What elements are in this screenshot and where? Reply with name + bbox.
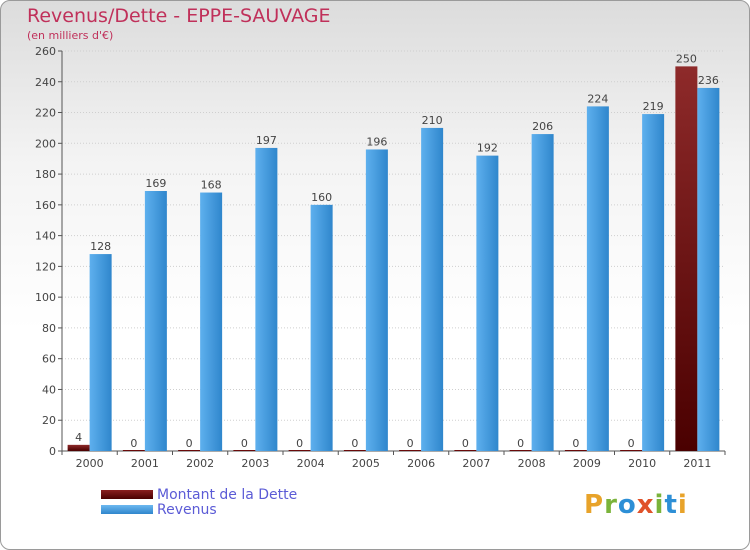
data-label-debt: 0 [462, 437, 469, 450]
bar-debt [67, 444, 90, 451]
y-tick-label: 60 [42, 353, 56, 366]
data-label-debt: 0 [186, 437, 193, 450]
data-label-revenue: 236 [698, 74, 719, 87]
legend-item-debt: Montant de la Dette [101, 486, 298, 503]
x-tick-label: 2006 [407, 457, 435, 470]
bar-debt [620, 450, 643, 451]
x-tick-label: 2000 [76, 457, 104, 470]
data-label-debt: 0 [241, 437, 248, 450]
y-tick-label: 220 [35, 107, 56, 120]
data-label-debt: 0 [407, 437, 414, 450]
bar-revenue [642, 114, 665, 452]
bar-debt [288, 450, 311, 451]
bar-debt [564, 450, 587, 451]
x-tick-label: 2008 [518, 457, 546, 470]
bar-debt [399, 450, 422, 451]
bar-debt [233, 450, 256, 451]
data-label-revenue: 192 [477, 142, 498, 155]
y-tick-label: 40 [42, 383, 56, 396]
y-tick-label: 200 [35, 137, 56, 150]
y-tick-label: 260 [35, 45, 56, 58]
legend-swatch-revenue [101, 505, 153, 514]
data-label-revenue: 196 [366, 135, 387, 148]
logo-letter: P [584, 490, 605, 520]
bar-revenue [255, 147, 278, 451]
bar-debt [454, 450, 477, 451]
logo-letter: r [604, 490, 618, 520]
bar-revenue [89, 254, 112, 451]
x-tick-label: 2007 [462, 457, 490, 470]
bar-revenue [200, 192, 223, 452]
y-tick-label: 180 [35, 168, 56, 181]
data-label-revenue: 197 [256, 134, 277, 147]
logo-letter: i [677, 490, 688, 520]
data-label-revenue: 224 [587, 92, 608, 105]
bar-revenue [531, 134, 554, 452]
x-tick-label: 2011 [683, 457, 711, 470]
bar-revenue [310, 204, 333, 451]
x-tick-label: 2009 [573, 457, 601, 470]
bar-revenue [144, 191, 167, 451]
data-label-revenue: 210 [422, 114, 443, 127]
x-tick-label: 2002 [186, 457, 214, 470]
data-label-revenue: 206 [532, 120, 553, 133]
logo-letter: o [617, 490, 637, 520]
logo-letter: x [636, 490, 655, 520]
data-label-debt: 0 [572, 437, 579, 450]
bar-revenue [365, 149, 388, 451]
bar-revenue [421, 127, 444, 451]
bar-debt [178, 450, 201, 451]
x-tick-label: 2005 [352, 457, 380, 470]
logo-letter: t [664, 490, 678, 520]
y-tick-label: 120 [35, 260, 56, 273]
bar-revenue [586, 106, 609, 451]
y-tick-label: 0 [49, 445, 56, 458]
y-tick-label: 100 [35, 291, 56, 304]
data-label-debt: 0 [517, 437, 524, 450]
chart-subtitle: (en milliers d'€) [27, 29, 114, 42]
legend-swatch-debt [101, 490, 153, 499]
data-label-revenue: 169 [145, 177, 166, 190]
data-label-debt: 0 [130, 437, 137, 450]
proxiti-logo: Proxiti [584, 490, 688, 520]
x-tick-label: 2001 [131, 457, 159, 470]
y-tick-label: 80 [42, 322, 56, 335]
x-tick-label: 2004 [297, 457, 325, 470]
legend-label-revenue: Revenus [157, 501, 217, 518]
y-tick-label: 140 [35, 230, 56, 243]
x-tick-label: 2003 [241, 457, 269, 470]
data-label-revenue: 219 [643, 100, 664, 113]
legend-item-revenue: Revenus [101, 501, 297, 518]
data-label-revenue: 128 [90, 240, 111, 253]
bar-debt [509, 450, 532, 451]
bar-debt [122, 450, 145, 451]
logo-letter: i [654, 490, 665, 520]
bar-revenue [476, 155, 499, 451]
data-label-debt: 0 [351, 437, 358, 450]
bar-debt [343, 450, 366, 451]
bar-debt [675, 66, 698, 451]
chart-title: Revenus/Dette - EPPE-SAUVAGE [27, 5, 331, 27]
y-tick-label: 20 [42, 414, 56, 427]
data-label-debt: 0 [628, 437, 635, 450]
chart-legend: Montant de la Dette Revenus [101, 486, 298, 518]
data-label-revenue: 168 [201, 179, 222, 192]
legend-label-debt: Montant de la Dette [157, 486, 298, 503]
y-tick-label: 160 [35, 199, 56, 212]
data-label-revenue: 160 [311, 191, 332, 204]
y-tick-label: 240 [35, 76, 56, 89]
bar-revenue [697, 87, 720, 451]
x-tick-label: 2010 [628, 457, 656, 470]
data-label-debt: 4 [75, 431, 82, 444]
data-label-debt: 250 [676, 52, 697, 65]
data-label-debt: 0 [296, 437, 303, 450]
